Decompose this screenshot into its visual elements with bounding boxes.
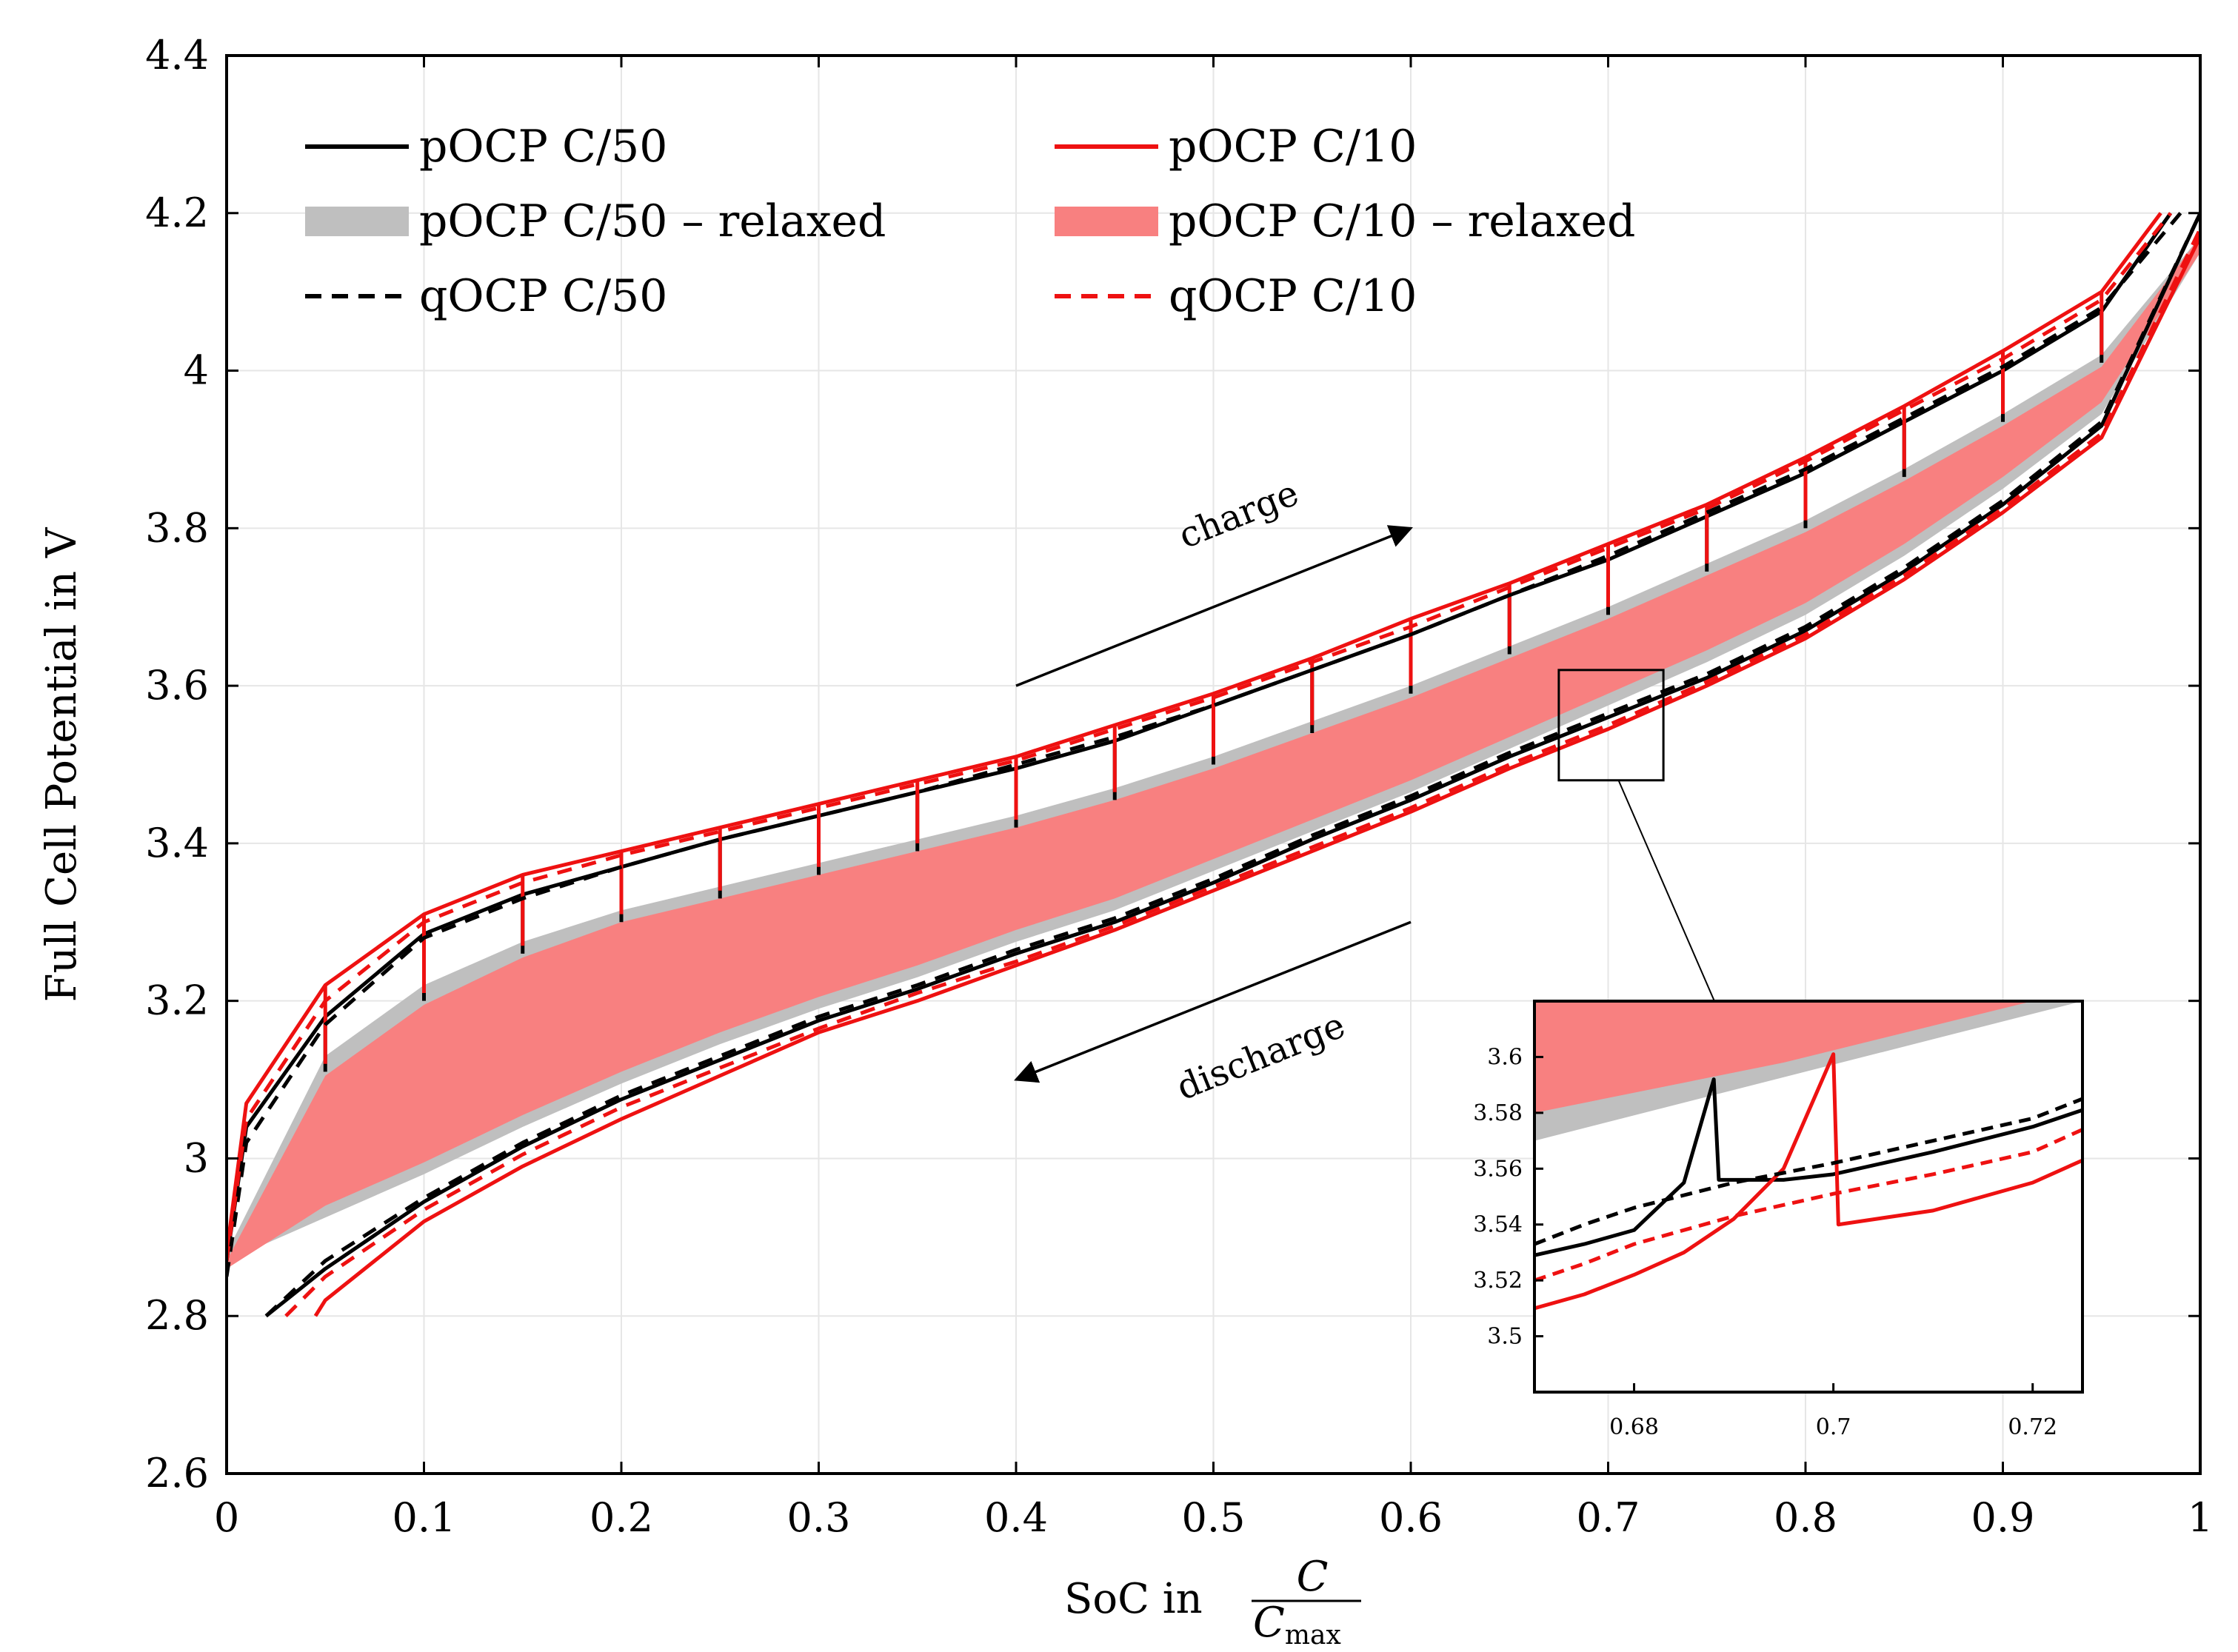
line-qocp-c-50-discharge [264, 212, 2200, 1318]
legend: pOCP C/50 pOCP C/50 – relaxed qOCP C/50 … [305, 121, 1635, 322]
plot-area [227, 212, 2200, 1318]
x-tick-label-3: 0.3 [787, 1494, 851, 1541]
x-axis-fraction-denominator: Cmax [1253, 1599, 1341, 1651]
x-axis-title-text: SoC in [1064, 1575, 1203, 1623]
inset-line-pocp-c-10 [1534, 1052, 2082, 1311]
x-tick-label-0: 0 [214, 1494, 239, 1541]
y-tick-label-3: 3.2 [145, 977, 209, 1024]
x-tick-label-2: 0.2 [589, 1494, 653, 1541]
x-axis-fraction-denominator-main: C [1253, 1599, 1285, 1647]
y-tick-label-5: 3.6 [145, 662, 209, 709]
discharge-label: discharge [1171, 1004, 1351, 1108]
inset-y-tick-label-0: 3.5 [1487, 1324, 1523, 1350]
line-pocp-c-10-discharge [313, 235, 2200, 1317]
x-tick-label-10: 1 [2188, 1494, 2213, 1541]
inset-tick-labels: 0.68 0.7 0.72 3.5 3.52 3.54 3.56 3.58 3.6 [1473, 1044, 2057, 1440]
inset-line-pocp-c-50 [1534, 1077, 2082, 1257]
axis-tick-labels: 0 0.1 0.2 0.3 0.4 0.5 0.6 0.7 0.8 0.9 1 2.6 2.8 3 3.2 3… [145, 32, 2213, 1541]
inset-x-tick-label-1: 0.7 [1816, 1414, 1851, 1440]
inset-y-tick-label-3: 3.56 [1473, 1156, 1523, 1182]
line-qocp-c-50-charge [227, 212, 2182, 1277]
discharge-arrow [1014, 920, 1412, 1083]
x-axis-fraction-numerator: C [1297, 1553, 1329, 1601]
x-tick-label-6: 0.6 [1379, 1494, 1443, 1541]
inset-y-tick-label-1: 3.52 [1473, 1268, 1523, 1294]
line-pocp-c-10-charge [227, 212, 2162, 1254]
inset-y-tick-label-4: 3.58 [1473, 1100, 1523, 1126]
y-tick-label-7: 4 [184, 347, 209, 394]
y-tick-label-4: 3.4 [145, 820, 209, 866]
y-tick-label-1: 2.8 [145, 1292, 209, 1339]
x-axis-fraction-denominator-sub: max [1285, 1620, 1341, 1651]
y-tick-label-9: 4.4 [145, 32, 209, 78]
inset-y-tick-label-2: 3.54 [1473, 1212, 1523, 1238]
x-axis-title: SoC in C Cmax [1064, 1553, 1361, 1651]
legend-label-pocp-c10: pOCP C/10 [1169, 121, 1417, 173]
zoom-region-box [1557, 669, 1665, 782]
inset-y-tick-label-5: 3.6 [1487, 1044, 1523, 1070]
charge-arrow [1015, 525, 1413, 687]
x-tick-label-5: 0.5 [1182, 1494, 1246, 1541]
x-tick-label-8: 0.8 [1774, 1494, 1837, 1541]
inset-chart: 0.68 0.7 0.72 3.5 3.52 3.54 3.56 3.58 3.6 [1473, 1000, 2084, 1440]
x-tick-label-9: 0.9 [1971, 1494, 2035, 1541]
y-axis-title: Full Cell Potential in V [38, 526, 86, 1002]
zoom-connector-line [1617, 780, 1715, 1002]
inset-band-pocp-c10-relaxed [1534, 1001, 2033, 1113]
inset-line-qocp-c-50 [1534, 1097, 2082, 1246]
inset-x-tick-label-0: 0.68 [1609, 1414, 1659, 1440]
line-pocp-c-50-charge [227, 212, 2173, 1262]
legend-label-pocp-c50-relaxed: pOCP C/50 – relaxed [419, 195, 886, 247]
x-tick-label-1: 0.1 [393, 1494, 456, 1541]
band-pocp-c-10-relaxed [227, 236, 2200, 1269]
x-tick-label-7: 0.7 [1577, 1494, 1640, 1541]
legend-label-pocp-c10-relaxed: pOCP C/10 – relaxed [1169, 195, 1635, 247]
y-tick-label-2: 3 [184, 1134, 209, 1181]
inset-ticks [1534, 1055, 2034, 1392]
relaxed-bands [227, 236, 2200, 1269]
y-tick-label-8: 4.2 [145, 190, 209, 236]
axis-ticks [225, 54, 2202, 1475]
y-tick-label-0: 2.6 [145, 1450, 209, 1497]
inset-frame [1533, 1000, 2084, 1394]
x-tick-label-4: 0.4 [984, 1494, 1048, 1541]
inset-line-qocp-c-10 [1534, 1128, 2082, 1283]
legend-label-pocp-c50: pOCP C/50 [419, 121, 667, 173]
inset-x-tick-label-2: 0.72 [2008, 1414, 2057, 1440]
legend-label-qocp-c50: qOCP C/50 [419, 270, 667, 322]
line-pocp-c-50-discharge [264, 212, 2200, 1318]
line-qocp-c-10-charge [227, 212, 2172, 1262]
charge-label: charge [1173, 472, 1304, 557]
line-qocp-c-10-discharge [284, 227, 2200, 1317]
inset-plot-area [1534, 1001, 2082, 1311]
y-tick-label-6: 3.8 [145, 504, 209, 551]
legend-label-qocp-c10: qOCP C/10 [1169, 270, 1417, 322]
series-lines [227, 212, 2200, 1318]
